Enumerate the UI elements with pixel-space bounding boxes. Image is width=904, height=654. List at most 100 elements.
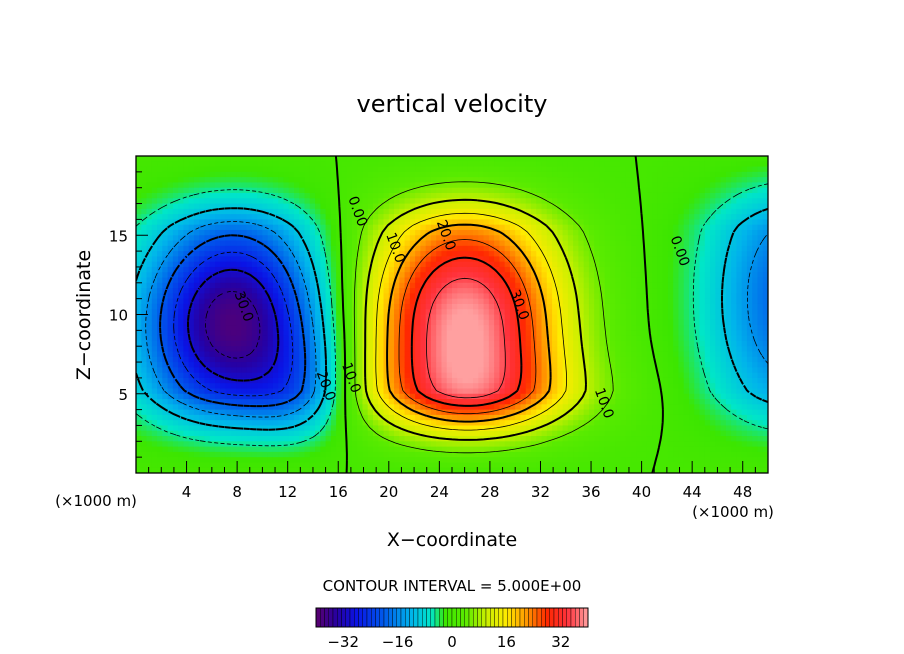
field-cell bbox=[299, 409, 306, 416]
field-cell bbox=[325, 362, 332, 368]
field-cell bbox=[430, 393, 437, 400]
field-cell bbox=[288, 457, 295, 464]
field-cell bbox=[178, 224, 184, 231]
field-cell bbox=[457, 229, 464, 236]
field-cell bbox=[388, 208, 395, 215]
field-cell bbox=[499, 166, 506, 173]
field-cell bbox=[525, 430, 532, 437]
field-cell bbox=[209, 436, 216, 442]
field-cell bbox=[430, 404, 437, 411]
field-cell bbox=[531, 356, 537, 363]
field-cell bbox=[236, 399, 242, 405]
field-cell bbox=[383, 330, 390, 337]
field-cell bbox=[541, 256, 548, 263]
field-cell bbox=[209, 420, 216, 427]
field-cell bbox=[525, 446, 532, 453]
field-cell bbox=[499, 346, 506, 353]
field-cell bbox=[336, 298, 342, 305]
field-cell bbox=[183, 457, 190, 464]
field-cell bbox=[257, 351, 263, 358]
field-cell bbox=[257, 467, 263, 473]
field-cell bbox=[262, 277, 269, 284]
field-cell bbox=[272, 182, 279, 189]
field-cell bbox=[552, 277, 558, 284]
field-cell bbox=[146, 462, 153, 469]
field-cell bbox=[436, 272, 443, 279]
field-cell bbox=[172, 177, 179, 184]
field-cell bbox=[267, 256, 274, 263]
field-cell bbox=[415, 277, 421, 284]
field-cell bbox=[494, 156, 500, 162]
field-cell bbox=[204, 224, 211, 231]
field-cell bbox=[531, 319, 537, 326]
field-cell bbox=[167, 446, 174, 453]
field-cell bbox=[394, 362, 400, 368]
field-cell bbox=[404, 377, 411, 384]
field-cell bbox=[415, 177, 421, 184]
field-cell bbox=[251, 399, 258, 405]
field-cell bbox=[215, 282, 221, 289]
field-cell bbox=[567, 314, 574, 321]
field-cell bbox=[157, 377, 163, 384]
field-cell bbox=[520, 451, 527, 458]
field-cell bbox=[141, 235, 148, 242]
field-cell bbox=[483, 171, 490, 178]
field-cell bbox=[557, 436, 564, 442]
field-cell bbox=[383, 441, 390, 448]
field-cell bbox=[272, 351, 279, 358]
field-cell bbox=[304, 229, 311, 236]
field-cell bbox=[178, 298, 184, 305]
field-cell bbox=[151, 404, 158, 411]
field-cell bbox=[283, 457, 290, 464]
field-cell bbox=[531, 224, 537, 231]
field-cell bbox=[452, 399, 458, 405]
field-cell bbox=[467, 214, 474, 220]
field-cell bbox=[267, 251, 274, 257]
field-cell bbox=[446, 208, 453, 215]
field-cell bbox=[193, 192, 200, 199]
field-cell bbox=[199, 451, 206, 458]
field-cell bbox=[251, 362, 258, 368]
field-cell bbox=[257, 446, 263, 453]
field-cell bbox=[420, 166, 427, 173]
field-cell bbox=[294, 335, 300, 342]
field-cell bbox=[388, 441, 395, 448]
field-cell bbox=[494, 182, 500, 189]
field-cell bbox=[509, 314, 516, 321]
field-cell bbox=[525, 156, 532, 162]
field-cell bbox=[220, 372, 227, 379]
field-cell bbox=[399, 430, 406, 437]
field-cell bbox=[373, 192, 379, 199]
field-cell bbox=[167, 171, 174, 178]
field-cell bbox=[462, 245, 469, 252]
field-cell bbox=[441, 325, 448, 331]
field-cell bbox=[362, 277, 369, 284]
field-cell bbox=[446, 272, 453, 279]
field-cell bbox=[299, 277, 306, 284]
field-cell bbox=[288, 298, 295, 305]
field-cell bbox=[362, 467, 369, 473]
field-cell bbox=[288, 436, 295, 442]
field-cell bbox=[430, 288, 437, 294]
field-cell bbox=[531, 425, 537, 432]
field-cell bbox=[199, 319, 206, 326]
field-cell bbox=[504, 409, 511, 416]
field-cell bbox=[278, 335, 285, 342]
field-cell bbox=[452, 420, 458, 427]
field-cell bbox=[267, 192, 274, 199]
field-cell bbox=[257, 362, 263, 368]
field-cell bbox=[536, 171, 543, 178]
field-cell bbox=[236, 235, 242, 242]
field-cell bbox=[315, 277, 321, 284]
field-cell bbox=[404, 256, 411, 263]
field-cell bbox=[272, 229, 279, 236]
field-cell bbox=[230, 293, 237, 300]
field-cell bbox=[525, 309, 532, 316]
field-cell bbox=[199, 340, 206, 347]
field-cell bbox=[262, 177, 269, 184]
field-cell bbox=[341, 457, 348, 464]
field-cell bbox=[236, 182, 242, 189]
field-cell bbox=[193, 414, 200, 421]
field-cell bbox=[409, 161, 416, 168]
field-cell bbox=[509, 393, 516, 400]
